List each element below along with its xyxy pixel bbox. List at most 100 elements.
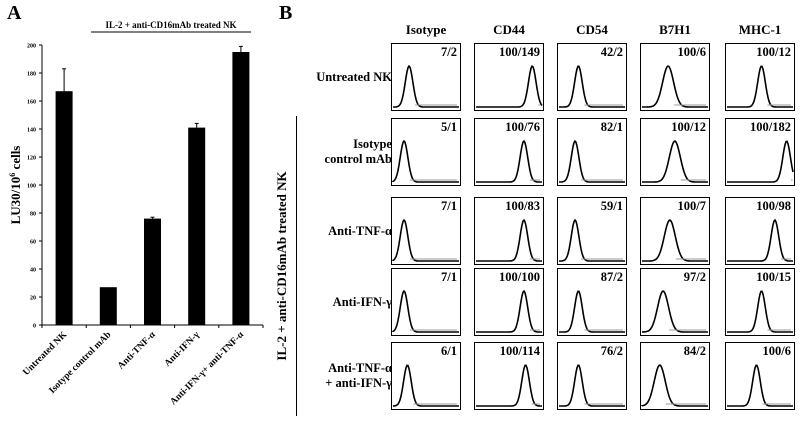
column-header: CD44 [493, 22, 525, 37]
histogram-cell: 100/6 [640, 43, 710, 111]
histogram [727, 65, 793, 108]
histogram [559, 364, 625, 407]
bar [232, 52, 250, 325]
histogram [641, 364, 708, 407]
histogram-curve [476, 139, 542, 183]
histogram [476, 65, 543, 108]
histogram-curve [559, 364, 625, 407]
row-label-line: + anti-IFN-γ [325, 376, 392, 390]
histogram-cell: 100/6 [725, 342, 795, 410]
row-label: Untreated NK [316, 70, 392, 85]
y-tick-label: 140 [27, 128, 36, 134]
x-tick-label: Anti-IFN-γ+ anti-TNF-α [169, 330, 247, 408]
bar-chart: IL-2 + anti-CD16mAb treated NK LU30/106 … [8, 20, 264, 408]
histogram-cell: 100/12 [725, 43, 795, 111]
histogram [559, 65, 625, 108]
histogram-cell: 84/2 [640, 342, 710, 410]
percent-mfi-label: 82/1 [600, 120, 623, 134]
bar [188, 127, 206, 325]
histogram-cell: 7/2 [391, 43, 461, 111]
bar [99, 287, 117, 325]
column-header: Isotype [405, 22, 447, 37]
row-label-line: Isotype [353, 137, 392, 151]
percent-mfi-label: 7/1 [441, 199, 457, 213]
percent-mfi-label: 100/76 [505, 120, 540, 134]
histogram-curve [641, 290, 708, 333]
percent-mfi-label: 5/1 [441, 120, 457, 134]
panel-a-letter: A [7, 2, 22, 24]
histogram-curve [392, 139, 459, 183]
y-tick-label: 0 [33, 324, 36, 330]
histogram-cell: 100/7 [640, 197, 710, 265]
histogram-curve [642, 140, 708, 183]
histogram [392, 139, 459, 183]
histogram-cell: 5/1 [391, 118, 461, 186]
bar [55, 91, 73, 325]
histogram [476, 139, 542, 183]
percent-mfi-label: 76/2 [600, 344, 623, 358]
histogram [393, 64, 459, 108]
histogram-curve [727, 290, 793, 333]
histogram [642, 140, 708, 183]
percent-mfi-label: 100/114 [499, 344, 540, 358]
row-label-line: Anti-IFN-γ [332, 294, 392, 309]
histogram-cell: 82/1 [557, 118, 627, 186]
histogram-cell: 76/2 [557, 342, 627, 410]
histogram [642, 65, 708, 108]
x-tick-label: Anti-IFN-γ [163, 330, 202, 369]
histogram-cell: 97/2 [640, 268, 710, 336]
bracket-label: IL-2 + anti-CD16mAb treated NK [106, 20, 237, 30]
y-tick-label: 160 [27, 100, 36, 106]
histogram-curve [642, 219, 708, 262]
histogram-curve [392, 218, 459, 262]
histogram-curve [392, 364, 459, 407]
histogram [476, 289, 542, 333]
histogram-cell: 100/12 [640, 118, 710, 186]
histogram-cell: 100/100 [474, 268, 544, 336]
histogram-cell: 7/1 [391, 197, 461, 265]
histogram-curve [727, 140, 794, 183]
histogram [641, 290, 708, 333]
histogram-curve [476, 364, 542, 407]
percent-mfi-label: 100/15 [756, 270, 791, 284]
y-tick-label: 200 [27, 44, 36, 50]
x-tick-label: Anti-TNF-α [116, 330, 158, 372]
row-label: Isotype control mAb [325, 137, 392, 167]
column-header: CD54 [576, 22, 608, 37]
column-header: B7H1 [659, 22, 691, 37]
y-tick-label: 180 [27, 72, 36, 78]
histogram-curve [559, 65, 625, 108]
histogram [392, 364, 459, 407]
histogram-curve [392, 289, 459, 333]
percent-mfi-label: 100/98 [756, 199, 791, 213]
column-header: MHC-1 [738, 22, 782, 37]
histogram-curve [727, 218, 793, 262]
percent-mfi-label: 100/6 [677, 45, 706, 59]
histogram-curve [559, 139, 625, 183]
histogram-cell: 59/1 [557, 197, 627, 265]
y-tick-label: 40 [30, 268, 36, 274]
histogram-cell: 100/83 [474, 197, 544, 265]
histogram [727, 290, 793, 333]
y-axis-label: LU30/106 cells [8, 146, 23, 225]
y-tick-label: 120 [27, 156, 36, 162]
percent-mfi-label: 100/12 [671, 120, 706, 134]
percent-mfi-label: 100/83 [505, 199, 540, 213]
row-label-line: Untreated NK [316, 69, 392, 84]
percent-mfi-label: 59/1 [600, 199, 623, 213]
histogram-cell: 100/98 [725, 197, 795, 265]
histogram-cell: 87/2 [557, 268, 627, 336]
histogram-cell: 7/1 [391, 268, 461, 336]
histogram [476, 364, 542, 407]
percent-mfi-label: 6/1 [441, 344, 457, 358]
histogram [727, 218, 793, 262]
percent-mfi-label: 100/100 [499, 270, 540, 284]
histogram [642, 219, 708, 262]
percent-mfi-label: 84/2 [683, 344, 706, 358]
histogram-curve [641, 364, 708, 407]
histogram-curve [559, 290, 625, 333]
histogram [392, 218, 459, 262]
histogram-curve [393, 64, 459, 108]
histogram [727, 140, 794, 183]
